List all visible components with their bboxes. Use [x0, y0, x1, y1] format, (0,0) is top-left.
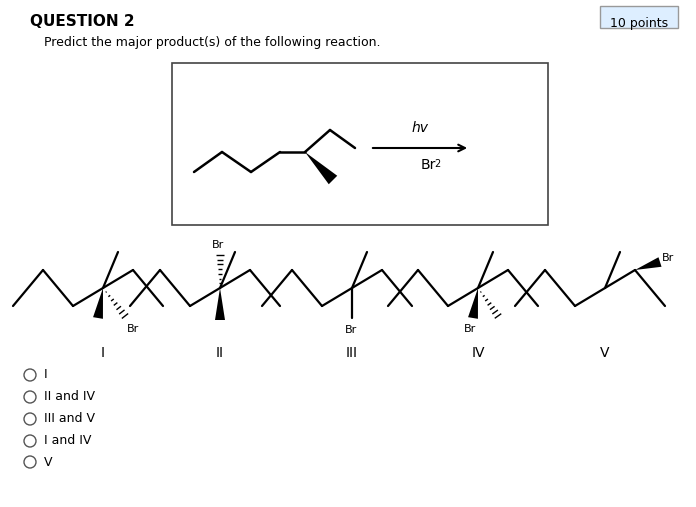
Text: V: V [600, 346, 610, 360]
Polygon shape [305, 152, 338, 184]
Text: III and V: III and V [44, 413, 95, 425]
Polygon shape [93, 288, 103, 319]
Text: hv: hv [411, 121, 429, 135]
Text: Br: Br [421, 158, 436, 172]
Text: QUESTION 2: QUESTION 2 [30, 14, 134, 29]
Polygon shape [215, 288, 225, 320]
Text: I: I [44, 369, 47, 381]
Text: II: II [216, 346, 224, 360]
Text: 10 points: 10 points [610, 17, 668, 30]
Text: III: III [346, 346, 358, 360]
Text: I and IV: I and IV [44, 434, 91, 448]
FancyBboxPatch shape [600, 6, 678, 28]
Polygon shape [635, 257, 661, 270]
Text: Br: Br [127, 324, 139, 334]
Text: Br: Br [662, 253, 674, 263]
Text: 2: 2 [434, 159, 441, 169]
Text: V: V [44, 455, 52, 468]
Text: Br: Br [212, 240, 224, 250]
Text: I: I [101, 346, 105, 360]
Text: Br: Br [345, 325, 357, 335]
Polygon shape [468, 288, 478, 319]
Text: Predict the major product(s) of the following reaction.: Predict the major product(s) of the foll… [44, 36, 381, 49]
Text: Br: Br [464, 324, 476, 334]
Text: IV: IV [471, 346, 484, 360]
Text: II and IV: II and IV [44, 390, 95, 404]
FancyBboxPatch shape [172, 63, 548, 225]
